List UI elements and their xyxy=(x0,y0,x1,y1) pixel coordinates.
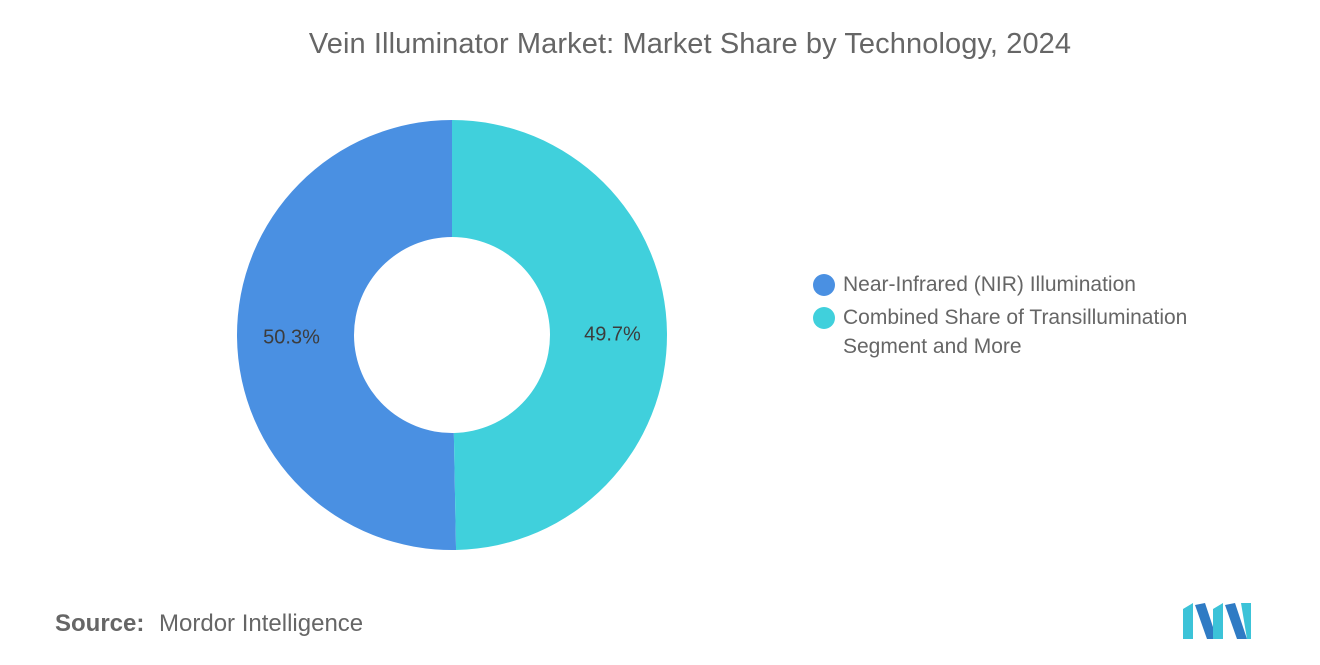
donut-slices xyxy=(236,120,667,551)
source-label: Source: xyxy=(55,610,145,637)
donut-slice-transillumination xyxy=(452,120,667,550)
source-text: Mordor Intelligence xyxy=(159,610,364,637)
mordor-intelligence-logo xyxy=(1183,603,1251,639)
chart-legend: Near-Infrared (NIR) Illumination Combine… xyxy=(813,270,1273,365)
legend-swatch-transillumination xyxy=(813,307,835,329)
legend-label-transillumination: Combined Share of Transillumination Segm… xyxy=(843,306,1188,358)
legend-label-nir: Near-Infrared (NIR) Illumination xyxy=(843,273,1136,296)
data-label-nir: 50.3% xyxy=(263,327,320,349)
legend-item-transillumination: Combined Share of Transillumination Segm… xyxy=(813,303,1273,361)
legend-item-nir: Near-Infrared (NIR) Illumination xyxy=(813,270,1273,299)
donut-slice-nir xyxy=(236,120,457,551)
chart-title: Vein Illuminator Market: Market Share by… xyxy=(308,28,1072,60)
data-label-transillumination: 49.7% xyxy=(584,323,641,345)
legend-swatch-nir xyxy=(813,274,835,296)
source-credit: Source: Mordor Intelligence xyxy=(55,610,363,638)
donut-data-labels: 50.3% 49.7% xyxy=(263,323,641,348)
